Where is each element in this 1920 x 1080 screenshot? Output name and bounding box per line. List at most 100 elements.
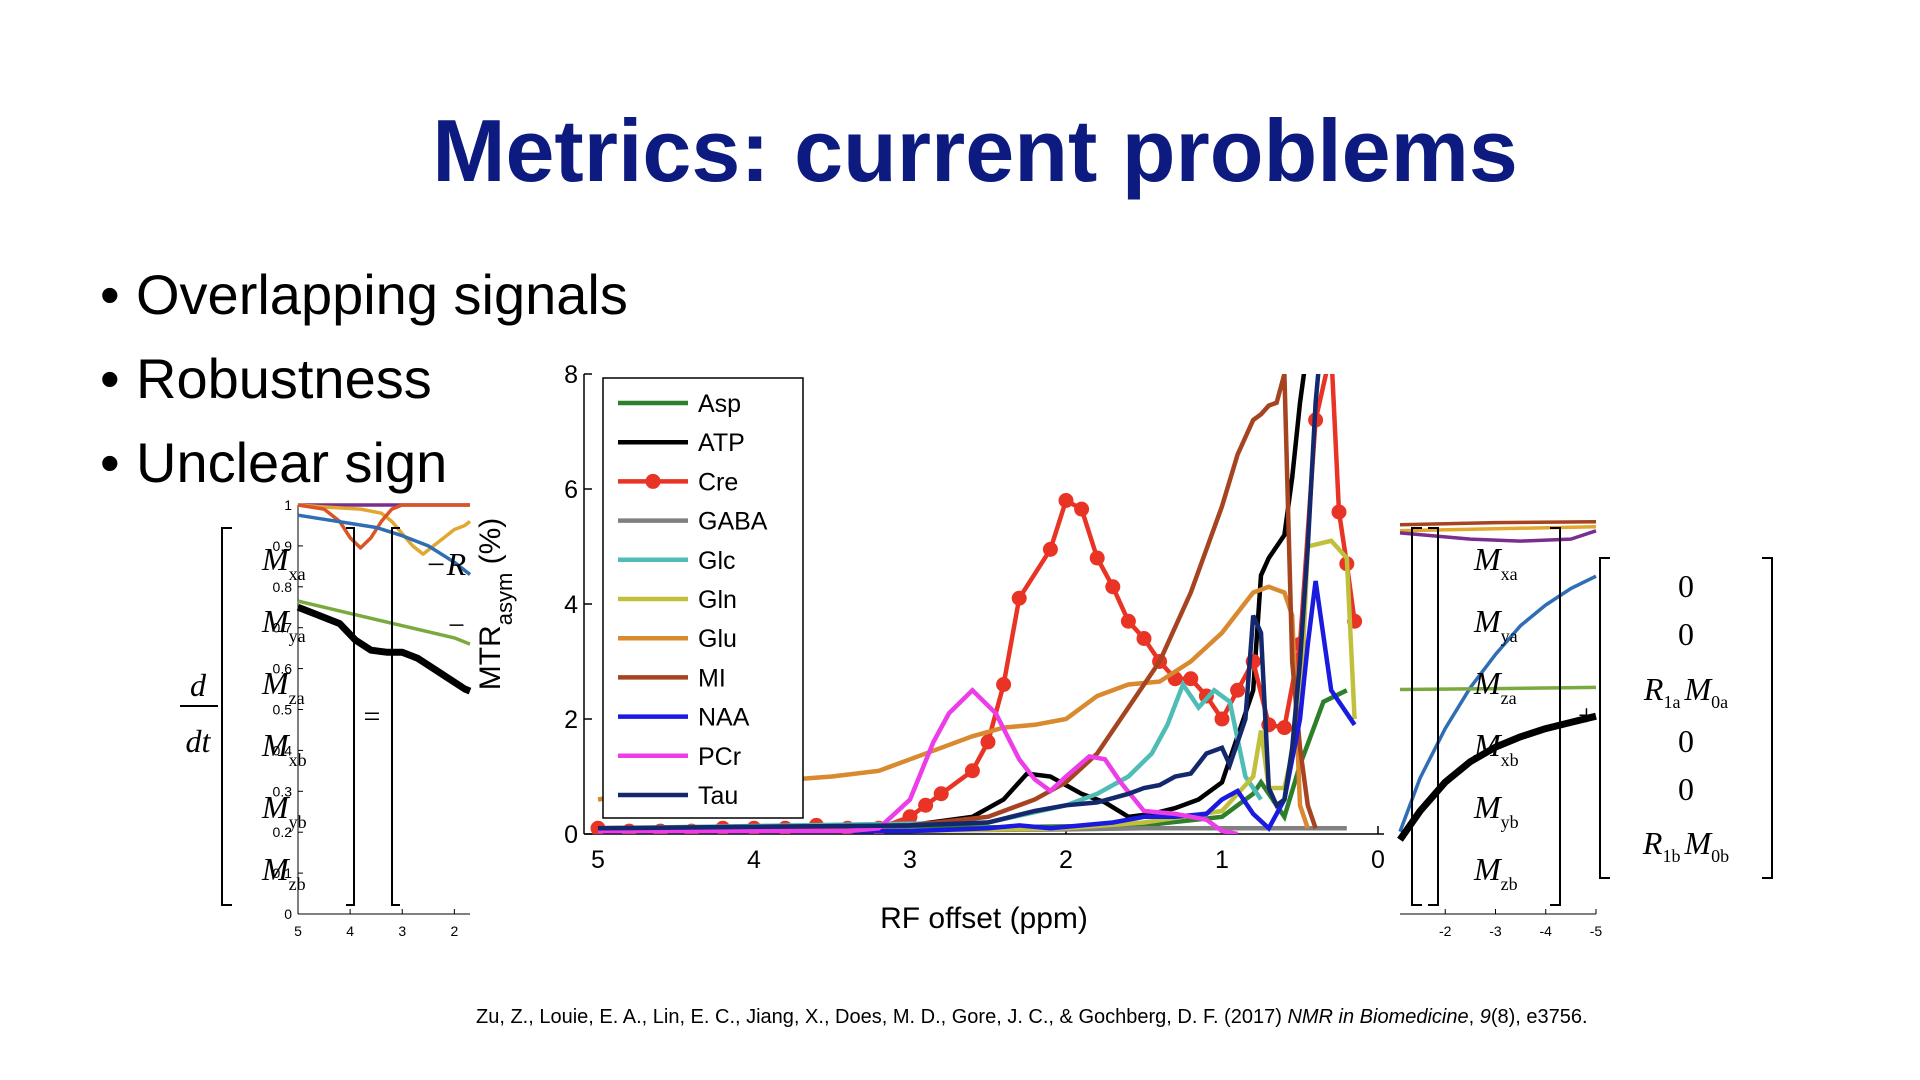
left-x-tick-label: 2: [450, 923, 458, 939]
bullet-text: Robustness: [136, 347, 432, 410]
series-marker-cre: [980, 734, 996, 750]
plus-sign: +: [1578, 699, 1595, 732]
main-y-tick-label: 2: [564, 706, 578, 734]
series-marker-cre: [1105, 579, 1121, 595]
bullet-dot-icon: •: [100, 263, 120, 326]
left-series-line: [297, 599, 471, 646]
main-x-tick-label: 0: [1371, 846, 1385, 874]
right-x-tick-label: -3: [1489, 923, 1502, 939]
bullet-robustness: • Robustness: [100, 346, 432, 411]
legend-label-naa: NAA: [698, 704, 750, 732]
series-marker-cre: [1214, 711, 1230, 727]
main-y-tick-label: 8: [564, 361, 578, 389]
right-x-tick-label: -2: [1439, 923, 1452, 939]
left-x-tick-label: 5: [294, 923, 302, 939]
series-marker-cre: [1230, 682, 1246, 698]
bullet-overlapping-signals: • Overlapping signals: [100, 262, 628, 327]
left-y-tick-label: 0.8: [273, 579, 293, 595]
series-line-atp: [597, 374, 1307, 831]
x-axis-label: RF offset (ppm): [880, 902, 1088, 935]
citation-rest: (8), e3756.: [1490, 1006, 1588, 1028]
legend-label-mi: MI: [698, 664, 726, 692]
bullet-unclear-sign: • Unclear sign: [100, 430, 447, 495]
left-series-line: [297, 503, 470, 550]
series-line-pcr: [598, 687, 1239, 834]
left-series-line: [296, 604, 472, 695]
left-y-tick-label: 0.3: [273, 783, 293, 799]
main-x-tick-label: 4: [747, 846, 761, 874]
left-y-tick-label: 0.7: [273, 620, 293, 636]
citation-journal: NMR in Biomedicine: [1287, 1006, 1469, 1028]
legend-label-pcr: PCr: [698, 743, 741, 771]
right-vector-entry-subscript: yb: [1501, 812, 1519, 832]
main-y-tick-label: 0: [564, 821, 578, 849]
citation: Zu, Z., Louie, E. A., Lin, E. C., Jiang,…: [476, 1006, 1588, 1029]
derivative-dt: dt: [186, 723, 212, 759]
main-y-tick-label: 6: [564, 476, 578, 504]
y-axis-label-unit: (%): [474, 518, 507, 573]
constant-vector-entry: R1a M0a: [1643, 671, 1728, 712]
left-x-tick-label: 3: [398, 923, 406, 939]
series-marker-cre: [1136, 631, 1152, 646]
equation-brackets: [221, 527, 1773, 906]
legend-marker: [645, 473, 661, 489]
y-axis-label: MTRasym (%): [474, 518, 517, 691]
series-marker-cre: [1120, 613, 1136, 629]
bullet-dot-icon: •: [100, 347, 120, 410]
main-y-tick-label: 4: [564, 591, 578, 619]
citation-volume: 9: [1479, 1006, 1491, 1028]
left-y-tick-label: 0.5: [273, 702, 293, 718]
left-vector-entry-subscript: ya: [289, 626, 306, 646]
bullet-dot-icon: •: [100, 431, 120, 494]
citation-comma: ,: [1468, 1006, 1480, 1028]
minus-r-term: −R: [425, 546, 467, 582]
series-marker-cre: [1042, 541, 1058, 557]
left-y-tick-label: 1: [284, 497, 292, 513]
left-series-line: [297, 513, 472, 576]
series-marker-cre: [1331, 504, 1347, 520]
right-vector-entry-subscript: ya: [1501, 626, 1518, 646]
main-x-tick-label: 3: [903, 846, 917, 874]
main-x-tick-label: 5: [591, 846, 605, 874]
main-x-tick-label: 1: [1215, 846, 1229, 874]
minus-term: −: [448, 609, 465, 642]
series-marker-cre: [1074, 501, 1090, 517]
right-x-tick-label: -4: [1540, 923, 1553, 939]
y-axis-label-sub: asym: [492, 573, 517, 626]
legend-label-cre: Cre: [698, 468, 738, 496]
constant-vector-entry: 0: [1678, 616, 1694, 652]
legend-label-asp: Asp: [698, 390, 741, 418]
series-marker-cre: [1276, 720, 1292, 736]
series-marker-cre: [1058, 493, 1074, 508]
legend-label-gln: Gln: [698, 586, 737, 614]
left-x-tick-label: 4: [346, 923, 354, 939]
left-y-tick-label: 0: [284, 906, 292, 922]
slide-title: Metrics: current problems: [432, 101, 1518, 200]
left-vector-entry-subscript: za: [289, 688, 305, 708]
series-marker-cre: [933, 786, 949, 802]
series-line-naa: [598, 580, 1357, 834]
right-series-line: [1399, 529, 1597, 543]
series-line-mi: [597, 374, 1318, 831]
right-vector-entry-subscript: xa: [1501, 564, 1518, 584]
left-vector-entry-subscript: zb: [289, 874, 306, 894]
constant-vector-entry: 0: [1678, 771, 1694, 807]
legend-label-gaba: GABA: [698, 508, 768, 536]
series-marker-cre: [1324, 344, 1339, 359]
series-marker-cre: [964, 763, 980, 779]
left-y-tick-label: 0.6: [273, 661, 293, 677]
right-x-tick-label: -5: [1590, 923, 1603, 939]
left-y-tick-label: 0.1: [273, 865, 293, 881]
series-marker-cre: [1089, 550, 1105, 566]
series-marker-cre: [1011, 590, 1027, 606]
left-vector-entry-subscript: yb: [289, 812, 307, 832]
left-series-line: [297, 503, 472, 556]
constant-vector-entry: R1b M0b: [1642, 825, 1729, 866]
bullet-text: Unclear sign: [136, 431, 448, 494]
constant-vector-entry: 0: [1678, 568, 1694, 604]
left-y-tick-label: 0.2: [273, 824, 293, 840]
derivative-d: d: [190, 667, 207, 703]
